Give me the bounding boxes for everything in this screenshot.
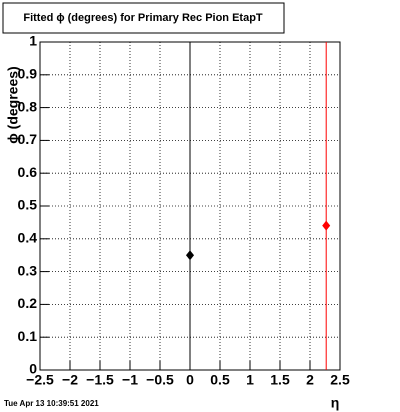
point: [322, 220, 331, 231]
x-tick-label: −0.5: [146, 372, 174, 388]
x-tick-label: 0.5: [210, 372, 230, 388]
y-tick-label: 0.8: [18, 98, 38, 114]
chart-title: Fitted ϕ (degrees) for Primary Rec Pion …: [23, 12, 263, 24]
x-tick-label: −1.5: [86, 372, 114, 388]
y-tick-label: 0.6: [18, 164, 38, 180]
y-tick-label: 0: [29, 361, 37, 377]
y-tick-label: 0.3: [18, 262, 38, 278]
y-tick-label: 0.5: [18, 197, 38, 213]
x-tick-label: 1.5: [270, 372, 290, 388]
point: [186, 250, 194, 261]
y-tick-label: 0.7: [18, 131, 38, 147]
y-tick-label: 0.2: [18, 295, 38, 311]
x-tick-label: 2: [306, 372, 314, 388]
x-tick-label: −2.5: [26, 372, 54, 388]
y-tick-label: 0.9: [18, 66, 38, 82]
title-box: [2, 2, 285, 34]
x-tick-label: −2: [62, 372, 78, 388]
y-tick-label: 1: [29, 33, 37, 49]
x-tick-label: 0: [186, 372, 194, 388]
y-tick-label: 0.4: [18, 230, 38, 246]
y-axis-label: ϕ (degrees): [5, 66, 21, 143]
footer-date: Tue Apr 13 10:39:51 2021: [4, 399, 99, 408]
x-axis-label: η: [331, 395, 340, 411]
x-tick-label: 1: [246, 372, 254, 388]
x-tick-label: −1: [122, 372, 138, 388]
x-tick-label: 2.5: [330, 372, 350, 388]
y-tick-label: 0.1: [18, 328, 38, 344]
